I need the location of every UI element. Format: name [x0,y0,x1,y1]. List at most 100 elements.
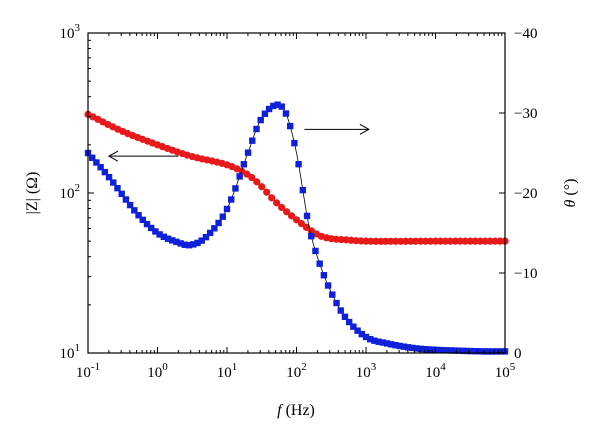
series-2-point [122,196,130,203]
series-2-point [265,105,273,113]
series-2-point [240,161,248,168]
series-2-point [236,173,243,180]
series-2-point [358,330,365,338]
series-1-point [287,212,296,220]
series-1-point [268,194,276,202]
series-2-point [333,299,340,307]
series-2-point [308,232,315,240]
series-2-point [101,168,109,176]
series-2-point [105,173,113,181]
series-2-point [110,179,117,186]
series-2-point [261,110,269,117]
series-2-point [114,184,121,192]
series-2-point [97,164,104,171]
series-1-point [471,237,479,245]
arrow-2-head [359,123,370,135]
series-2-point [249,137,256,144]
annotation-layer [107,123,370,162]
x-tick-label: 104 [425,361,446,381]
series-1-point [486,237,494,245]
series-layer [84,101,509,355]
ticks-layer [87,32,506,354]
series-2-point [278,103,285,110]
series-2-point [282,110,290,117]
series-1-point [377,237,385,245]
series-2-point [375,338,382,345]
series-2-point [493,348,500,355]
series-2-point [181,241,189,248]
series-2-point [253,125,260,133]
series-2-point [198,237,205,244]
y-left-tick-label: 103 [60,22,81,42]
series-2-point [396,342,403,350]
series-1-point [263,188,271,196]
series-1-point [431,237,440,245]
series-1-point [258,183,266,191]
series-2-point [417,345,424,353]
series-2-point [270,102,277,110]
series-2-point [497,348,504,355]
series-2-point [286,122,294,130]
series-2-point [438,346,446,354]
arrow-1-head [107,150,119,162]
series-1-point [441,237,450,245]
series-2-point [451,347,458,354]
series-2-point [291,139,298,147]
series-2-point [341,313,349,321]
series-2-point [228,196,235,203]
series-2-point [211,225,218,232]
plot-frame [87,32,506,354]
series-2-point [409,344,416,352]
series-1-point [461,237,469,245]
series-1-point [466,237,474,245]
series-1-point [248,173,256,182]
series-2-point [468,347,475,355]
series-2-point [169,237,176,244]
y-left-tick-label: 101 [60,342,81,362]
y-right-tick-label: −30 [514,106,537,122]
labels-layer: 10-1 100 101 102 103 104 105 101 102 103 0 −10 −20 −3… [24,22,579,419]
series-2-point [459,347,467,355]
series-1-point [397,237,405,245]
y-right-tick-label: −20 [514,186,537,202]
series-2-point [164,235,172,242]
y-right-tick-label: −40 [514,26,537,42]
series-2-point [447,347,454,354]
series-2-point [156,231,163,238]
series-1-point [402,237,410,245]
series-2-point [244,149,252,156]
series-2-point [190,241,197,248]
series-2-point [320,272,328,279]
series-2-point [135,212,142,219]
series-1-point [446,237,454,245]
series-2-point [89,154,96,161]
series-2-point [131,207,138,214]
series-2-point [194,239,201,247]
series-1-point [387,237,395,245]
series-1-point [367,237,375,245]
series-2-point [215,219,222,227]
series-2-point [329,291,336,298]
series-1-point [491,237,499,245]
series-2-point [434,346,441,354]
series-2-point [143,220,151,228]
series-2-point [455,347,462,354]
series-2-point [484,348,492,355]
series-1-point [282,208,291,216]
series-2-point [430,346,437,353]
series-2-point [362,333,370,341]
series-2-point [312,247,319,255]
series-2-point [185,242,193,249]
series-1-point [412,237,420,245]
x-tick-label: 105 [495,361,516,381]
series-2-point [206,229,214,237]
series-2-point [299,186,307,194]
series-2-point [476,348,483,355]
series-2-point [442,347,450,354]
series-1-point [417,237,425,245]
series-2-point [354,327,361,334]
series-2-point [383,340,391,347]
series-2-point [404,344,412,351]
series-2-point [425,346,433,353]
